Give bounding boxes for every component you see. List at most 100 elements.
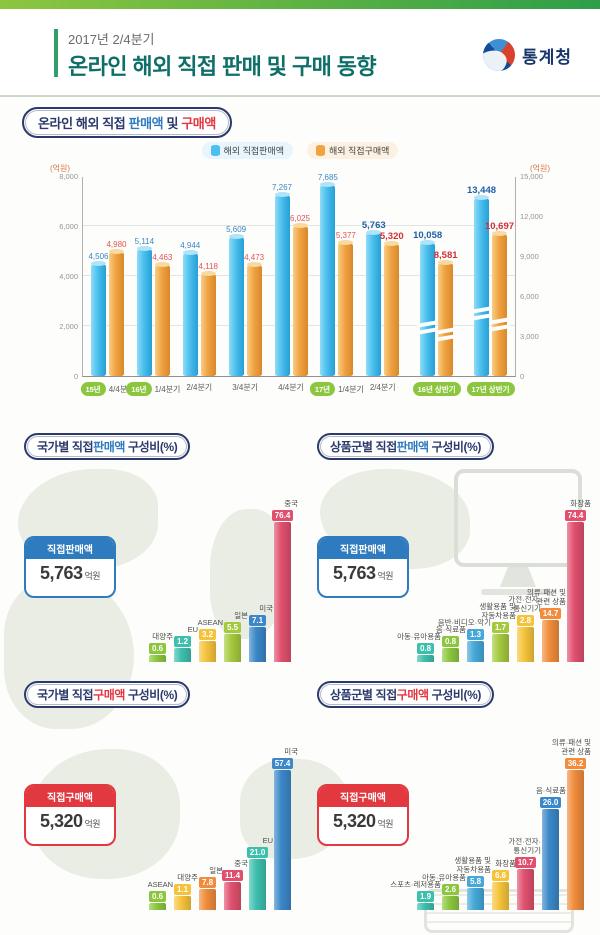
mini-bar-item: 음·식료품 26.0 bbox=[536, 786, 566, 910]
mini-bar bbox=[467, 888, 484, 910]
bar-column: 5,609 bbox=[226, 226, 246, 376]
mini-bar-value: 5.5 bbox=[224, 622, 241, 633]
header: 2017년 2/4분기 온라인 해외 직접 판매 및 구매 동향 통계청 bbox=[0, 9, 600, 97]
bar-column: 8,581 bbox=[434, 250, 458, 376]
mini-bar bbox=[542, 809, 559, 910]
bar-column: 5,114 bbox=[135, 238, 154, 376]
report-period: 2017년 2/4분기 bbox=[68, 32, 155, 47]
mini-bar-label: 가전·전자· 통신기기 bbox=[508, 595, 541, 613]
mini-bar-label: 가전·전자· 통신기기 bbox=[508, 837, 541, 855]
sales-bar bbox=[136, 246, 152, 376]
purchase-value-label: 8,581 bbox=[433, 249, 458, 261]
sales-value-label: 13,448 bbox=[466, 184, 497, 196]
badge-number: 5,763 bbox=[39, 563, 83, 583]
mini-bar-value: 10.7 bbox=[515, 857, 536, 868]
left-axis-unit: (억원) bbox=[50, 164, 71, 173]
mini-bar-item: 화장품 74.4 bbox=[565, 499, 591, 662]
mini-bar-label: 음반·비디오·악기 bbox=[437, 617, 491, 627]
mini-bar-item: 생활용품 및 자동차용품 1.7 bbox=[479, 602, 516, 662]
left-axis-tick: 8,000 bbox=[59, 171, 78, 181]
main-chart-plot: 0 2,000 4,000 6,000 8,000 0 3,000 6,000 9,000 12,… bbox=[59, 172, 543, 396]
mini-chart-2: 아동·유아용품 0.8 음·식료품 0.8 음반·비디오·악기 1.3 생활용품 및 자동차… bbox=[397, 464, 591, 662]
bar-column: 4,463 bbox=[152, 254, 172, 376]
category-label: 2/4분기 bbox=[186, 382, 212, 393]
sales-bar bbox=[470, 195, 493, 376]
sales-value-label: 7,685 bbox=[317, 173, 338, 182]
mini-bar bbox=[224, 634, 241, 662]
mini-bar-value: 6.6 bbox=[492, 870, 509, 881]
purchase-value-label: 4,980 bbox=[106, 240, 127, 249]
sales-value-label: 5,114 bbox=[134, 237, 155, 246]
sales-value-label: 7,267 bbox=[271, 183, 293, 192]
bar-column: 13,448 bbox=[467, 185, 496, 376]
mini-bar-value: 76.4 bbox=[272, 510, 293, 521]
purchase-bar bbox=[434, 260, 457, 376]
badge-unit: 억원 bbox=[377, 819, 394, 829]
mini-bar bbox=[274, 522, 291, 662]
mini-bar bbox=[224, 882, 241, 910]
purchase-value-label: 4,118 bbox=[198, 262, 218, 271]
mini-bar bbox=[567, 522, 584, 662]
purchase-value-label: 6,025 bbox=[289, 214, 311, 223]
mini-bar-item: 가전·전자· 통신기기 2.8 bbox=[508, 595, 541, 662]
purchase-total-badge: 직접구매액 5,320 억원 bbox=[317, 784, 409, 846]
legend-label-purchase: 해외 직접구매액 bbox=[329, 146, 390, 156]
mini-bar-label: 대양주 bbox=[152, 631, 173, 641]
mini-chart-4: 스포츠·레저용품 1.9 아동·유아용품 2.6 생활용품 및 자동차용품 5.8 화장품 6… bbox=[390, 712, 591, 910]
mini-bar-item: 미국 7.1 bbox=[249, 604, 273, 662]
mini-chart-1: 대양주 0.6 EU 1.2 ASEAN 3.2 일본 5.5 미국 7.1 중국 76.4 bbox=[116, 464, 298, 662]
bar-column: 4,118 bbox=[199, 263, 218, 376]
mini-bar bbox=[417, 655, 434, 662]
right-axis-tick: 3,000 bbox=[520, 331, 539, 341]
legend-label-sales: 해외 직접판매액 bbox=[223, 146, 284, 156]
mini-bar-value: 5.8 bbox=[467, 876, 484, 887]
mini-bar-item: 중국 11.4 bbox=[222, 859, 248, 910]
mini-bar bbox=[517, 869, 534, 910]
sales-bar bbox=[182, 250, 198, 376]
quarter-label: 1/4분기 bbox=[154, 384, 181, 394]
chart-legend: 해외 직접판매액 해외 직접구매액 bbox=[22, 142, 578, 159]
bar-group: 4,944 4,118 2/4분기 bbox=[180, 242, 218, 393]
mini-bar bbox=[492, 882, 509, 910]
bar-column: 10,697 bbox=[485, 221, 514, 376]
purchase-value-label: 5,377 bbox=[335, 231, 356, 240]
mini-bar-value: 1.9 bbox=[417, 891, 434, 902]
mini-bar bbox=[249, 627, 266, 662]
mini-bar-label: 일본 bbox=[209, 865, 223, 875]
report-title: 온라인 해외 직접 판매 및 구매 동향 bbox=[68, 54, 377, 79]
sales-value-label: 5,763 bbox=[361, 219, 386, 231]
mini-bar-label: ASEAN bbox=[147, 879, 173, 889]
bar-column: 5,320 bbox=[380, 231, 404, 376]
main-chart-groups: 4,506 4,980 15년 4/4분기 5,114 4,463 16년 1/4분기 4,94… bbox=[80, 173, 515, 396]
purchase-bar bbox=[109, 249, 124, 376]
main-title-purchase: 구매액 bbox=[181, 116, 216, 131]
bar-group: 4,506 4,980 15년 4/4분기 bbox=[80, 241, 135, 396]
mini-bar-label: ASEAN bbox=[197, 617, 223, 627]
bar-column: 4,980 bbox=[106, 241, 127, 376]
mini-bar-value: 0.6 bbox=[149, 643, 166, 654]
mini-bar-value: 11.4 bbox=[222, 870, 243, 881]
axis-break-mark bbox=[434, 333, 457, 342]
mini-bar bbox=[542, 620, 559, 662]
axis-break-mark bbox=[470, 312, 493, 321]
title-pre: 국가별 직접 bbox=[37, 440, 94, 454]
sales-series-swatch bbox=[210, 145, 220, 156]
axis-break-mark bbox=[434, 326, 457, 335]
mini-bar-item: 스포츠·레저용품 1.9 bbox=[390, 880, 441, 910]
bar-group: 5,763 5,320 2/4분기 bbox=[362, 220, 404, 392]
purchase-bar bbox=[246, 262, 262, 376]
title-em: 판매액 bbox=[396, 440, 429, 454]
mini-bar-value: 7.1 bbox=[249, 615, 266, 626]
right-axis-unit: (억원) bbox=[529, 164, 550, 173]
quarter-label: 4/4분기 bbox=[108, 384, 135, 394]
purchase-bar bbox=[488, 231, 511, 376]
sales-country-title: 국가별 직접판매액 구성비(%) bbox=[24, 433, 191, 460]
axis-break-mark bbox=[470, 305, 493, 314]
mini-bar-item: 일본 5.5 bbox=[224, 611, 248, 662]
category-label: 15년 4/4분기 bbox=[80, 382, 135, 396]
title-post: 구성비(%) bbox=[428, 440, 482, 454]
sales-bar bbox=[91, 261, 106, 376]
agency-name: 통계청 bbox=[522, 47, 572, 67]
mini-bar-label: 생활용품 및 자동차용품 bbox=[454, 856, 491, 874]
mini-bar-label: 미국 bbox=[284, 746, 298, 756]
